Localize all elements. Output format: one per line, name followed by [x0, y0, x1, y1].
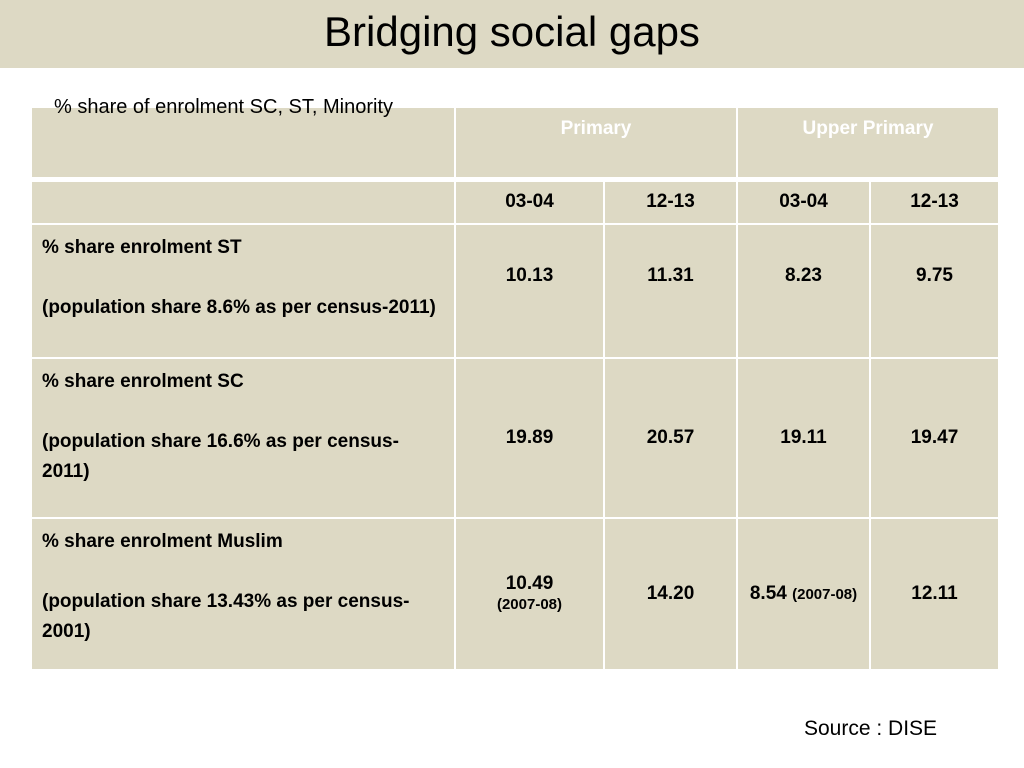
value-text: 8.54 — [749, 582, 787, 604]
value-cell: 19.47 — [869, 357, 1000, 519]
year-header: 03-04 — [454, 178, 605, 225]
value-cell: 20.57 — [603, 357, 738, 519]
empty-year-cell — [30, 178, 456, 225]
value-cell: 14.20 — [603, 517, 738, 671]
row-note: (population share 13.43% as per census-2… — [42, 591, 410, 642]
value-cell: 10.49 (2007-08) — [454, 517, 605, 671]
source-note: Source : DISE — [804, 717, 938, 740]
year-header-row: 03-04 12-13 03-04 12-13 — [30, 178, 1000, 225]
value-year-note: (2007-08) — [792, 585, 858, 603]
value-cell: 8.54 (2007-08) — [736, 517, 871, 671]
value-cell: 11.31 — [603, 223, 738, 359]
group-header-primary: Primary — [454, 106, 738, 182]
empty-header-cell — [30, 106, 456, 182]
value-cell: 12.11 — [869, 517, 1000, 671]
title-bar — [0, 0, 1024, 68]
value-year-note: (2007-08) — [496, 596, 563, 613]
row-label: % share enrolment ST — [42, 237, 242, 258]
slide-title: Bridging social gaps — [324, 8, 700, 55]
year-header: 12-13 — [603, 178, 738, 225]
row-label: % share enrolment SC — [42, 371, 244, 392]
group-header-row: Primary Upper Primary — [30, 106, 1000, 182]
row-label-cell: % share enrolment ST (population share 8… — [30, 223, 456, 359]
row-label-cell: % share enrolment Muslim (population sha… — [30, 517, 456, 671]
row-label-cell: % share enrolment SC (population share 1… — [30, 357, 456, 519]
value-cell: 9.75 — [869, 223, 1000, 359]
value-cell: 19.11 — [736, 357, 871, 519]
table-caption: % share of enrolment SC, ST, Minority — [54, 96, 394, 118]
row-label: % share enrolment Muslim — [42, 531, 283, 552]
table-row: % share enrolment ST (population share 8… — [30, 223, 1000, 359]
table-row: % share enrolment Muslim (population sha… — [30, 517, 1000, 671]
value-text: 10.49 — [505, 573, 554, 594]
table-row: % share enrolment SC (population share 1… — [30, 357, 1000, 519]
row-note: (population share 16.6% as per census-20… — [42, 431, 399, 482]
value-cell: 19.89 — [454, 357, 605, 519]
row-note: (population share 8.6% as per census-201… — [42, 297, 436, 318]
year-header: 03-04 — [736, 178, 871, 225]
group-header-upper-primary: Upper Primary — [736, 106, 1000, 182]
year-header: 12-13 — [869, 178, 1000, 225]
value-cell: 10.13 — [454, 223, 605, 359]
enrolment-table: Primary Upper Primary 03-04 12-13 03-04 … — [30, 106, 1000, 671]
value-cell: 8.23 — [736, 223, 871, 359]
